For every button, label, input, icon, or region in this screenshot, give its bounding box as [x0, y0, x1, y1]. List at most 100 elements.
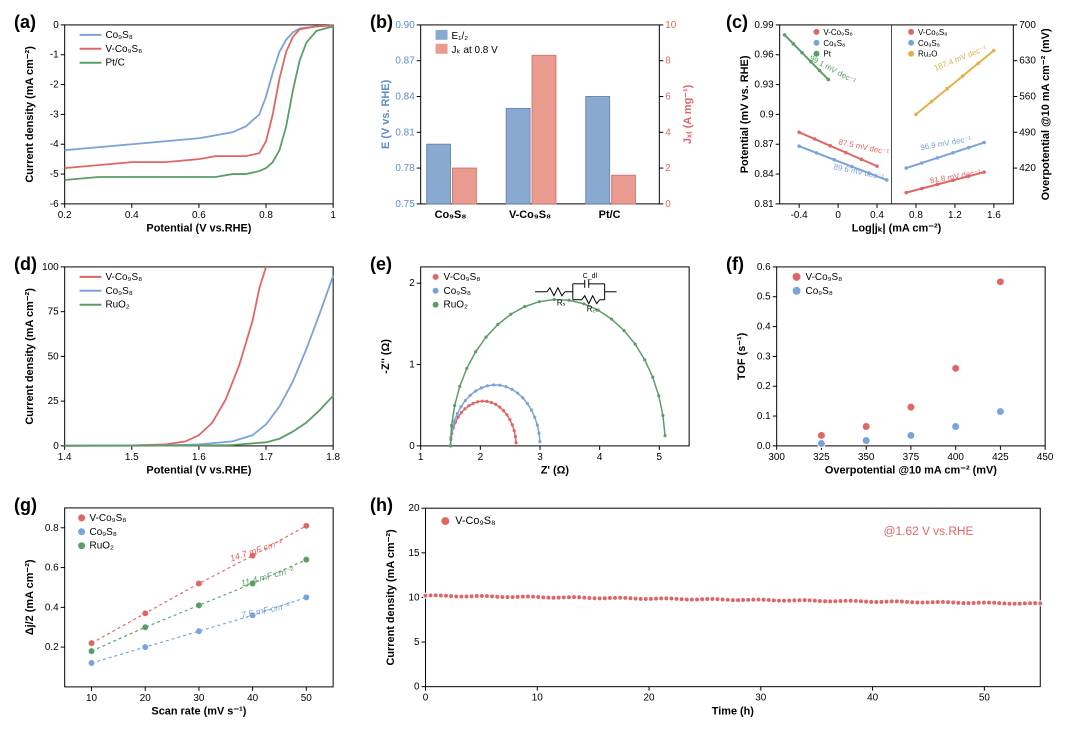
svg-text:Jₓ₍ (A mg⁻¹): Jₓ₍ (A mg⁻¹) [682, 84, 694, 144]
svg-text:40: 40 [247, 693, 259, 704]
svg-text:0.99: 0.99 [754, 20, 774, 31]
svg-text:RuO₂: RuO₂ [444, 299, 468, 310]
panel-a: (a) 0.20.40.60.81-6-5-4-3-2-10Potential … [10, 10, 358, 244]
svg-text:490: 490 [1019, 127, 1036, 138]
panel-b-chart: 0.750.780.810.840.870.900246810E (V vs. … [366, 10, 714, 244]
svg-text:10: 10 [86, 693, 98, 704]
svg-text:Rₛ: Rₛ [557, 298, 566, 307]
svg-text:Current density (mA cm⁻²): Current density (mA cm⁻²) [24, 46, 36, 183]
svg-text:0.8: 0.8 [259, 210, 273, 221]
svg-text:0.6: 0.6 [757, 262, 771, 273]
svg-text:10: 10 [532, 693, 544, 704]
svg-text:8: 8 [665, 56, 671, 67]
svg-text:Overpotential @10 mA cm⁻² (mV): Overpotential @10 mA cm⁻² (mV) [1040, 28, 1052, 200]
svg-text:Pt/C: Pt/C [105, 58, 124, 69]
svg-text:Z' (Ω): Z' (Ω) [541, 464, 570, 476]
panel-d-chart: 1.41.51.61.71.80255075100Potential (V vs… [10, 252, 358, 486]
svg-text:0: 0 [665, 199, 671, 210]
svg-text:Δj/2 (mA cm⁻²): Δj/2 (mA cm⁻²) [24, 559, 36, 635]
svg-text:Current density (mA cm⁻²): Current density (mA cm⁻²) [24, 287, 36, 424]
panel-f-label: (f) [726, 254, 744, 275]
svg-text:V-Co₉S₈: V-Co₉S₈ [105, 44, 142, 55]
svg-text:25: 25 [48, 396, 60, 407]
svg-text:0.87: 0.87 [754, 139, 774, 150]
svg-text:0.81: 0.81 [754, 199, 774, 210]
svg-text:350: 350 [858, 451, 875, 462]
svg-text:@1.62 V vs.RHE: @1.62 V vs.RHE [884, 524, 974, 538]
svg-text:81.8 mV dec⁻¹: 81.8 mV dec⁻¹ [929, 168, 982, 186]
svg-text:7.5 mF cm⁻²: 7.5 mF cm⁻² [240, 600, 292, 620]
svg-text:0.6: 0.6 [45, 563, 59, 574]
svg-text:0.96: 0.96 [754, 50, 774, 61]
svg-text:0.84: 0.84 [754, 169, 774, 180]
panel-d-label: (d) [14, 254, 37, 275]
svg-text:Overpotential @10 mA cm⁻² (mV): Overpotential @10 mA cm⁻² (mV) [825, 464, 997, 476]
panel-g-label: (g) [14, 495, 37, 516]
svg-text:0: 0 [835, 210, 841, 221]
panel-f-chart: 3003253503754004254500.00.10.20.30.40.50… [722, 252, 1070, 486]
svg-text:-1: -1 [50, 50, 59, 61]
svg-text:Ru₂O: Ru₂O [918, 50, 937, 59]
svg-text:6: 6 [665, 91, 671, 102]
svg-text:1.4: 1.4 [58, 451, 72, 462]
svg-text:0: 0 [53, 441, 59, 452]
svg-text:0.2: 0.2 [757, 381, 771, 392]
svg-text:30: 30 [755, 693, 767, 704]
svg-text:1: 1 [330, 210, 336, 221]
svg-text:1.7: 1.7 [259, 451, 273, 462]
panel-g-chart: 10203040500.20.40.60.8Scan rate (mV s⁻¹)… [10, 493, 358, 727]
svg-text:V-Co₉S₈: V-Co₉S₈ [806, 271, 843, 282]
svg-text:400: 400 [947, 451, 964, 462]
svg-text:Pt: Pt [823, 50, 831, 59]
svg-text:0: 0 [423, 693, 429, 704]
panel-e-label: (e) [370, 254, 392, 275]
svg-text:300: 300 [768, 451, 785, 462]
svg-text:V-Co₉S₈: V-Co₉S₈ [90, 513, 127, 524]
svg-text:20: 20 [644, 693, 656, 704]
svg-text:Log|jₖ| (mA cm⁻²): Log|jₖ| (mA cm⁻²) [852, 223, 942, 235]
svg-text:0.4: 0.4 [757, 321, 771, 332]
svg-text:4: 4 [597, 451, 603, 462]
svg-text:-0.4: -0.4 [791, 210, 809, 221]
svg-text:Potential (V vs.RHE): Potential (V vs.RHE) [146, 464, 251, 476]
svg-text:5: 5 [657, 451, 663, 462]
svg-text:Potential (V vs.RHE): Potential (V vs.RHE) [146, 223, 251, 235]
svg-text:630: 630 [1019, 56, 1036, 67]
svg-text:99.1 mV dec⁻¹: 99.1 mV dec⁻¹ [808, 54, 858, 86]
svg-text:3: 3 [537, 451, 543, 462]
svg-text:0.8: 0.8 [45, 523, 59, 534]
svg-text:100: 100 [42, 262, 59, 273]
svg-text:Co₉S₈: Co₉S₈ [444, 285, 471, 296]
svg-text:RuO₂: RuO₂ [90, 541, 114, 552]
svg-text:50: 50 [301, 693, 313, 704]
svg-text:Co₉S₈: Co₉S₈ [806, 285, 833, 296]
panel-b-label: (b) [370, 12, 393, 33]
svg-text:1.2: 1.2 [948, 210, 962, 221]
svg-text:0: 0 [53, 20, 59, 31]
svg-text:420: 420 [1019, 163, 1036, 174]
svg-text:Scan rate (mV s⁻¹): Scan rate (mV s⁻¹) [151, 706, 246, 718]
svg-text:Time (h): Time (h) [712, 706, 755, 718]
svg-text:Co₉S₈: Co₉S₈ [105, 285, 132, 296]
svg-text:40: 40 [867, 693, 879, 704]
svg-text:TOF (s⁻¹): TOF (s⁻¹) [736, 332, 748, 380]
svg-text:0.3: 0.3 [757, 351, 771, 362]
panel-a-label: (a) [14, 12, 36, 33]
svg-text:0.6: 0.6 [192, 210, 206, 221]
svg-text:E₁/₂: E₁/₂ [452, 31, 469, 42]
svg-text:Jₖ at 0.8 V: Jₖ at 0.8 V [452, 45, 499, 56]
svg-text:0.84: 0.84 [395, 91, 415, 102]
svg-text:14.7 mF cm⁻²: 14.7 mF cm⁻² [229, 537, 285, 564]
svg-text:V-Co₉S₈: V-Co₉S₈ [823, 28, 852, 37]
svg-text:560: 560 [1019, 91, 1036, 102]
svg-text:V-Co₉S₈: V-Co₉S₈ [105, 271, 142, 282]
svg-text:1.6: 1.6 [192, 451, 206, 462]
svg-text:187.4 mV dec⁻¹: 187.4 mV dec⁻¹ [933, 43, 988, 72]
svg-text:10: 10 [409, 593, 421, 604]
svg-text:0.81: 0.81 [395, 127, 415, 138]
panel-e-chart: 12345012Z' (Ω)-Z'' (Ω)V-Co₉S₈Co₉S₈RuO₂Rₛ… [366, 252, 714, 486]
svg-text:20: 20 [409, 503, 421, 514]
panel-g: (g) 10203040500.20.40.60.8Scan rate (mV … [10, 493, 358, 727]
svg-text:1: 1 [418, 451, 424, 462]
svg-text:V-Co₉S₈: V-Co₉S₈ [509, 209, 551, 221]
